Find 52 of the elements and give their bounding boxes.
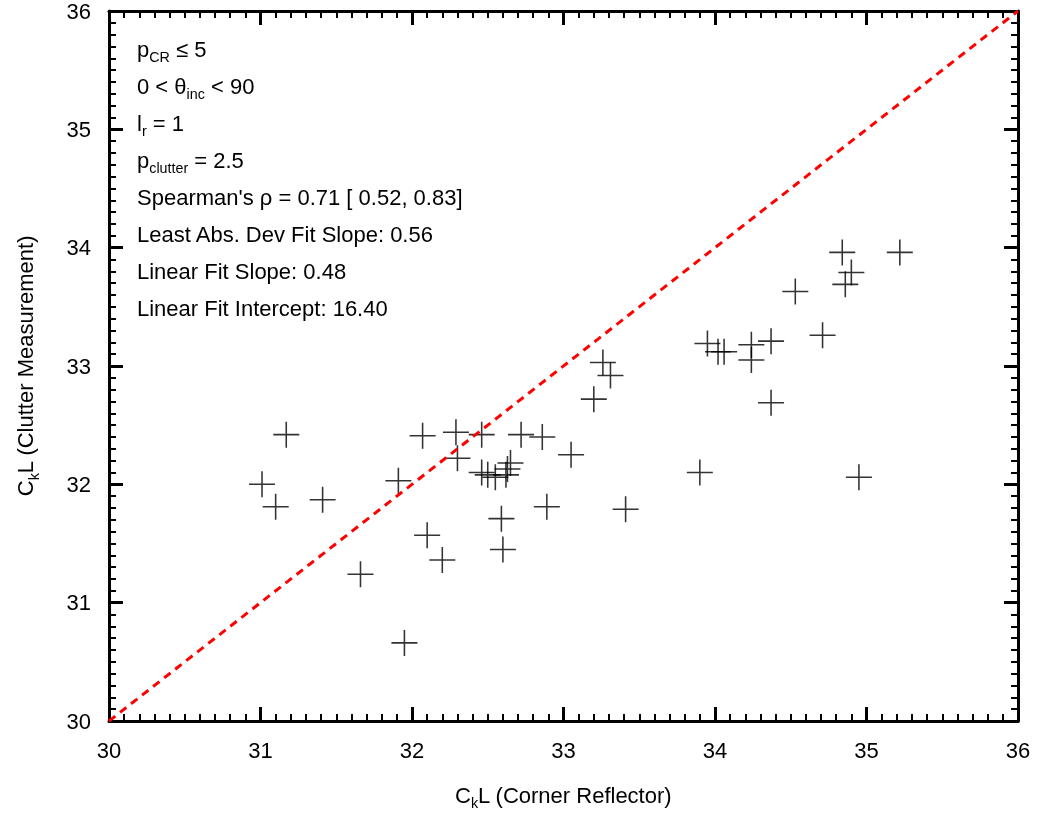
point [558, 441, 585, 468]
annotation: p$_{clutter}$ = 2.5 [137, 148, 244, 177]
point [589, 349, 616, 376]
point [249, 471, 276, 498]
point [508, 421, 535, 448]
x-axis-title: C$_{k}$L (Corner Reflector) [455, 783, 672, 812]
annotation: Linear Fit Intercept: 16.40 [137, 296, 388, 321]
point [738, 347, 765, 374]
y-tick-label: 32 [66, 471, 91, 497]
point [529, 424, 556, 450]
point [829, 239, 856, 266]
x-tick-label: 34 [702, 737, 728, 763]
point [347, 561, 374, 588]
x-tick-label: 32 [399, 737, 425, 763]
point [533, 493, 560, 520]
point [711, 338, 738, 365]
x-tick-label: 35 [854, 737, 879, 763]
point [809, 322, 836, 349]
annotation: 0 < θ$_{inc}$ < 90 [137, 74, 255, 103]
point [845, 464, 872, 491]
point [273, 421, 300, 448]
x-tick-label: 36 [1005, 737, 1031, 763]
annotation: Linear Fit Slope: 0.48 [137, 259, 347, 284]
point [429, 547, 456, 574]
y-tick-label: 36 [66, 0, 91, 24]
annotation: p$_{CR}$ ≤ 5 [137, 37, 207, 66]
annotation: l$_{r}$ = 1 [137, 111, 184, 140]
y-tick-label: 35 [66, 116, 91, 142]
point [758, 328, 785, 355]
y-tick-label: 31 [66, 590, 91, 616]
x-tick-label: 31 [248, 737, 273, 763]
point [886, 239, 913, 266]
y-tick-label: 34 [66, 235, 91, 261]
y-tick-label: 30 [66, 708, 91, 734]
x-tick-label: 30 [96, 737, 122, 763]
point [497, 450, 524, 477]
point [494, 455, 521, 482]
x-tick-label: 33 [551, 737, 576, 763]
point [580, 386, 607, 413]
point [612, 496, 639, 523]
point [686, 459, 713, 486]
y-tick-label: 33 [66, 353, 91, 379]
point [262, 493, 289, 520]
point [414, 522, 441, 549]
point [385, 467, 412, 494]
point [442, 419, 469, 446]
point [758, 389, 785, 416]
point [409, 422, 436, 449]
annotation: Spearman's ρ = 0.71 [ 0.52, 0.83] [137, 185, 463, 210]
annotation: Least Abs. Dev Fit Slope: 0.56 [137, 222, 433, 247]
point [391, 629, 418, 656]
point [489, 536, 516, 563]
